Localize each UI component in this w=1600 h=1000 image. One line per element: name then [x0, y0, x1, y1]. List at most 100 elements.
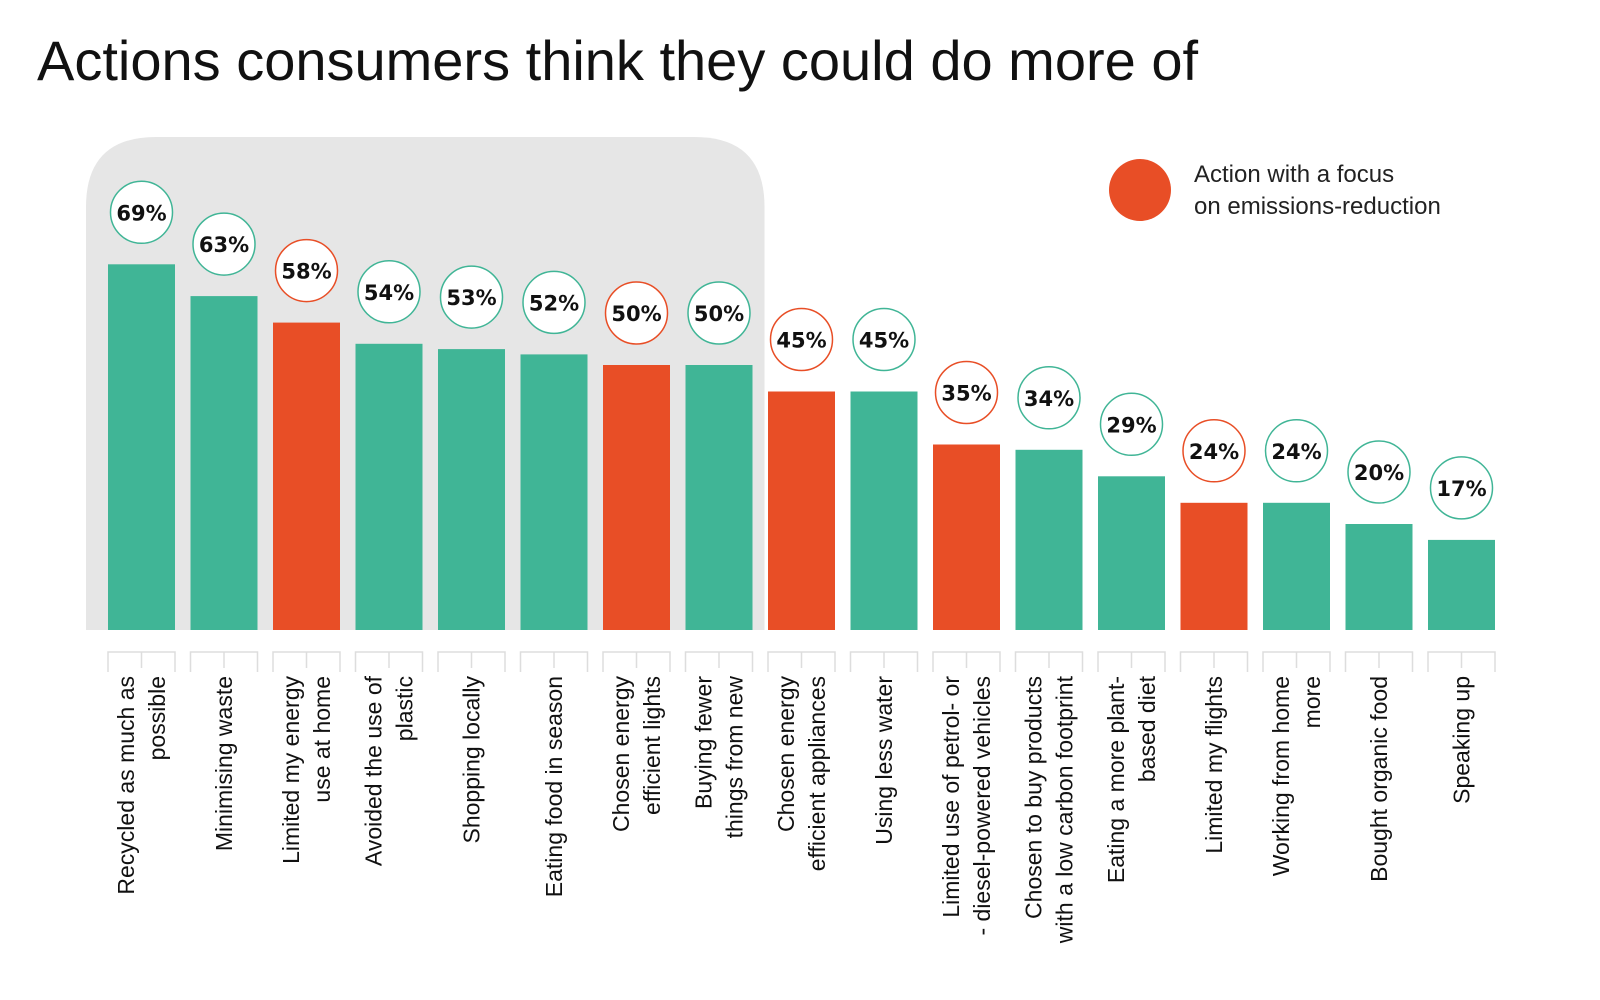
value-badge-7: [604, 281, 669, 345]
category-label-5-line-1: Shopping locally: [459, 676, 485, 844]
value-badge-10: [852, 307, 916, 372]
category-label-16: Bought organic food: [1366, 676, 1392, 882]
category-label-3-line-2: use at home: [309, 676, 335, 803]
category-label-11-line-1: Limited use of petrol- or: [938, 676, 964, 918]
value-label-7: 50%: [611, 302, 661, 326]
category-label-12: Chosen to buy products with a low carbon …: [1021, 675, 1078, 944]
bar-3: [273, 322, 340, 630]
bar-11: [933, 444, 1000, 630]
category-ticks-group: [107, 651, 1496, 672]
category-label-7: Chosen energy efficient lights: [608, 676, 665, 832]
category-label-15: Working from home more: [1268, 676, 1325, 876]
value-badge-5: [439, 265, 504, 329]
bar-10: [850, 391, 918, 630]
bar-16: [1345, 524, 1413, 630]
value-badge-2: [192, 212, 256, 276]
category-label-7-line-2: efficient lights: [639, 676, 665, 815]
category-label-14: Limited my flights: [1201, 676, 1227, 854]
category-label-2-line-1: Minimising waste: [211, 676, 237, 851]
value-label-3: 58%: [281, 260, 331, 284]
bar-17: [1428, 539, 1495, 630]
category-label-10-line-1: Using less water: [871, 676, 897, 845]
category-label-11-line-2: - diesel-powered vehicles: [969, 676, 995, 936]
category-label-17: Speaking up: [1449, 676, 1475, 804]
category-label-12-line-2: with a low carbon footprint: [1052, 675, 1078, 944]
category-label-4: Avoided the use of plastic: [361, 675, 418, 866]
value-label-6: 52%: [529, 291, 579, 315]
bar-5: [438, 349, 505, 630]
value-badge-1: [109, 180, 174, 245]
category-label-10: Using less water: [871, 676, 897, 845]
value-badge-15: [1264, 419, 1329, 483]
category-label-8-line-2: things from new: [722, 676, 748, 839]
value-badge-12: [1017, 366, 1081, 430]
value-label-15: 24%: [1271, 440, 1321, 464]
category-label-6: Eating food in season: [541, 676, 567, 897]
value-badge-13: [1099, 392, 1164, 457]
category-label-9-line-2: efficient appliances: [804, 676, 830, 871]
bar-6: [520, 354, 588, 630]
value-label-14: 24%: [1189, 440, 1239, 464]
category-label-15-line-1: Working from home: [1268, 676, 1294, 876]
value-label-8: 50%: [694, 302, 744, 326]
value-badge-17: [1429, 456, 1494, 520]
value-label-17: 17%: [1436, 477, 1486, 501]
value-badge-3: [274, 238, 339, 303]
category-label-13-line-2: based diet: [1134, 675, 1160, 782]
bar-9: [768, 391, 835, 630]
category-label-7-line-1: Chosen energy: [608, 676, 634, 832]
value-label-9: 45%: [776, 329, 826, 353]
category-labels-group: Recycled as much as possible Minimising wa…: [113, 675, 1475, 944]
bar-15: [1263, 502, 1330, 630]
bar-7: [603, 365, 670, 630]
chart-title: Actions consumers think they could do mo…: [37, 29, 1198, 92]
category-label-14-line-1: Limited my flights: [1201, 676, 1227, 854]
value-label-10: 45%: [859, 329, 909, 353]
bar-14: [1180, 502, 1248, 630]
bar-8: [685, 365, 753, 630]
bar-12: [1015, 449, 1083, 630]
bar-1: [108, 264, 175, 630]
value-label-16: 20%: [1354, 461, 1404, 485]
category-label-5: Shopping locally: [459, 676, 485, 844]
category-label-4-line-1: Avoided the use of: [361, 675, 387, 866]
category-label-6-line-1: Eating food in season: [541, 676, 567, 897]
value-labels-group: 69% 63% 58% 54% 53% 52% 50% 50% 45% 45% 35% 34% 29% 2…: [109, 180, 1494, 520]
value-label-13: 29%: [1106, 413, 1156, 437]
value-label-12: 34%: [1024, 387, 1074, 411]
category-label-17-line-1: Speaking up: [1449, 676, 1475, 804]
value-badge-8: [687, 281, 751, 345]
category-label-2: Minimising waste: [211, 676, 237, 851]
category-label-9: Chosen energy efficient appliances: [773, 676, 830, 872]
value-badge-6: [522, 270, 586, 335]
value-badge-9: [769, 307, 834, 372]
value-badge-4: [357, 260, 421, 324]
category-label-3-line-1: Limited my energy: [278, 676, 304, 864]
bar-4: [355, 343, 423, 630]
legend-label-line-1: Action with a focus: [1194, 161, 1394, 188]
category-label-4-line-2: plastic: [392, 676, 418, 741]
category-label-9-line-1: Chosen energy: [773, 676, 799, 832]
legend-swatch-icon: [1109, 159, 1171, 221]
bar-13: [1098, 476, 1165, 630]
value-label-5: 53%: [446, 286, 496, 310]
category-label-1: Recycled as much as possible: [113, 676, 170, 895]
value-label-11: 35%: [941, 382, 991, 406]
category-label-13: Eating a more plant-based diet: [1103, 675, 1160, 883]
category-label-12-line-1: Chosen to buy products: [1021, 676, 1047, 919]
category-label-13-line-1: Eating a more plant-: [1103, 676, 1129, 883]
category-label-3: Limited my energy use at home: [278, 676, 335, 864]
bar-2: [190, 296, 258, 630]
category-label-11: Limited use of petrol- or - diesel-powere…: [938, 676, 995, 936]
category-label-8-line-1: Buying fewer: [691, 676, 717, 809]
value-label-2: 63%: [199, 233, 249, 257]
value-badge-16: [1347, 440, 1411, 504]
value-badge-14: [1182, 419, 1246, 483]
category-label-8: Buying fewer things from new: [691, 676, 748, 839]
category-label-1-line-1: Recycled as much as: [113, 676, 139, 895]
category-label-15-line-2: more: [1299, 676, 1325, 728]
value-badge-11: [934, 360, 999, 425]
bars-group: [108, 264, 1495, 630]
category-label-16-line-1: Bought organic food: [1366, 676, 1392, 882]
